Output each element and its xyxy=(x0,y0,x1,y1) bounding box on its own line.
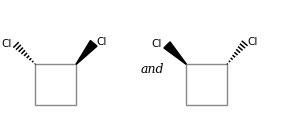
Polygon shape xyxy=(164,42,186,64)
Bar xyxy=(35,64,76,105)
Text: Cl: Cl xyxy=(96,37,107,47)
Text: and: and xyxy=(141,63,164,76)
Polygon shape xyxy=(76,40,97,64)
Bar xyxy=(186,64,227,105)
Text: Cl: Cl xyxy=(247,37,258,47)
Text: Cl: Cl xyxy=(152,39,162,49)
Text: Cl: Cl xyxy=(1,39,11,49)
